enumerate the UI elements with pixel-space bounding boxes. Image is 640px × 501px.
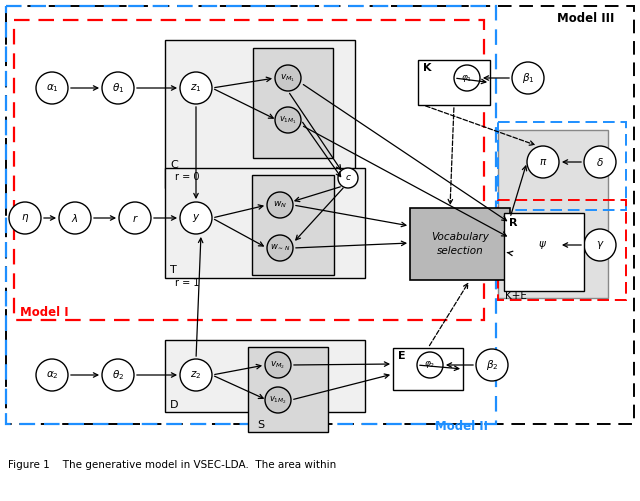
Text: S: S — [257, 420, 264, 430]
Circle shape — [527, 146, 559, 178]
Text: $\theta_1$: $\theta_1$ — [112, 81, 124, 95]
Text: $r$: $r$ — [132, 212, 138, 223]
Text: selection: selection — [436, 246, 483, 256]
Circle shape — [265, 352, 291, 378]
Circle shape — [119, 202, 151, 234]
Circle shape — [584, 229, 616, 261]
Circle shape — [180, 72, 212, 104]
Text: $\theta_2$: $\theta_2$ — [112, 368, 124, 382]
Text: R: R — [509, 218, 518, 228]
Bar — [498, 122, 626, 210]
Text: $\eta$: $\eta$ — [21, 212, 29, 224]
Text: K+E: K+E — [505, 291, 527, 301]
Circle shape — [527, 229, 559, 261]
Text: $\alpha_2$: $\alpha_2$ — [45, 369, 58, 381]
Text: D: D — [170, 400, 179, 410]
Bar — [165, 40, 355, 188]
Text: Figure 1    The generative model in VSEC-LDA.  The area within: Figure 1 The generative model in VSEC-LD… — [8, 460, 336, 470]
Circle shape — [417, 352, 443, 378]
Text: C: C — [170, 160, 178, 170]
Text: $w_{\sim N}$: $w_{\sim N}$ — [270, 243, 290, 253]
Text: Model III: Model III — [557, 12, 614, 25]
Text: $z_2$: $z_2$ — [190, 369, 202, 381]
Bar — [6, 6, 634, 424]
Text: $\varphi_1$: $\varphi_1$ — [461, 73, 473, 84]
Bar — [165, 340, 365, 412]
Bar — [504, 213, 584, 291]
Bar — [393, 348, 463, 390]
Text: r = 0: r = 0 — [175, 172, 200, 182]
Circle shape — [476, 349, 508, 381]
Bar — [248, 347, 328, 432]
Text: E: E — [398, 351, 406, 361]
Circle shape — [102, 72, 134, 104]
Circle shape — [338, 168, 358, 188]
Bar — [6, 6, 496, 424]
Bar — [165, 168, 365, 278]
Text: $\beta_2$: $\beta_2$ — [486, 358, 499, 372]
Bar — [498, 200, 626, 300]
Text: Model II: Model II — [435, 420, 488, 433]
Circle shape — [265, 387, 291, 413]
Text: $v_{1M_2}$: $v_{1M_2}$ — [269, 394, 287, 406]
Circle shape — [267, 235, 293, 261]
Text: $\lambda$: $\lambda$ — [71, 212, 79, 224]
Bar — [418, 60, 490, 105]
Circle shape — [454, 65, 480, 91]
Circle shape — [180, 359, 212, 391]
Bar — [410, 208, 510, 280]
Text: $\pi$: $\pi$ — [539, 157, 547, 167]
Circle shape — [36, 72, 68, 104]
Text: $z_1$: $z_1$ — [190, 82, 202, 94]
Circle shape — [267, 192, 293, 218]
Text: $v_{M_1}$: $v_{M_1}$ — [280, 72, 296, 84]
Text: $y$: $y$ — [192, 212, 200, 224]
Text: $\beta_1$: $\beta_1$ — [522, 71, 534, 85]
Text: $w_N$: $w_N$ — [273, 200, 287, 210]
Circle shape — [36, 359, 68, 391]
Text: $\varphi_2$: $\varphi_2$ — [424, 360, 436, 371]
Bar — [498, 130, 608, 298]
Text: $\delta$: $\delta$ — [596, 156, 604, 168]
Circle shape — [275, 107, 301, 133]
Circle shape — [9, 202, 41, 234]
Bar — [252, 175, 334, 275]
Text: Model I: Model I — [20, 307, 68, 320]
Text: $v_{M_2}$: $v_{M_2}$ — [271, 359, 285, 371]
Bar — [14, 20, 484, 320]
Text: $v_{1M_1}$: $v_{1M_1}$ — [279, 114, 297, 126]
Circle shape — [102, 359, 134, 391]
Text: T: T — [170, 265, 177, 275]
Text: $c$: $c$ — [344, 173, 351, 182]
Text: Vocabulary: Vocabulary — [431, 232, 489, 242]
Circle shape — [275, 65, 301, 91]
Circle shape — [59, 202, 91, 234]
Text: $\psi$: $\psi$ — [538, 239, 547, 251]
Text: K: K — [423, 63, 431, 73]
Circle shape — [512, 62, 544, 94]
Circle shape — [584, 146, 616, 178]
Text: r = 1: r = 1 — [175, 278, 200, 288]
Text: $\gamma$: $\gamma$ — [596, 239, 604, 251]
Text: $\alpha_1$: $\alpha_1$ — [45, 82, 58, 94]
Circle shape — [180, 202, 212, 234]
Bar — [253, 48, 333, 158]
